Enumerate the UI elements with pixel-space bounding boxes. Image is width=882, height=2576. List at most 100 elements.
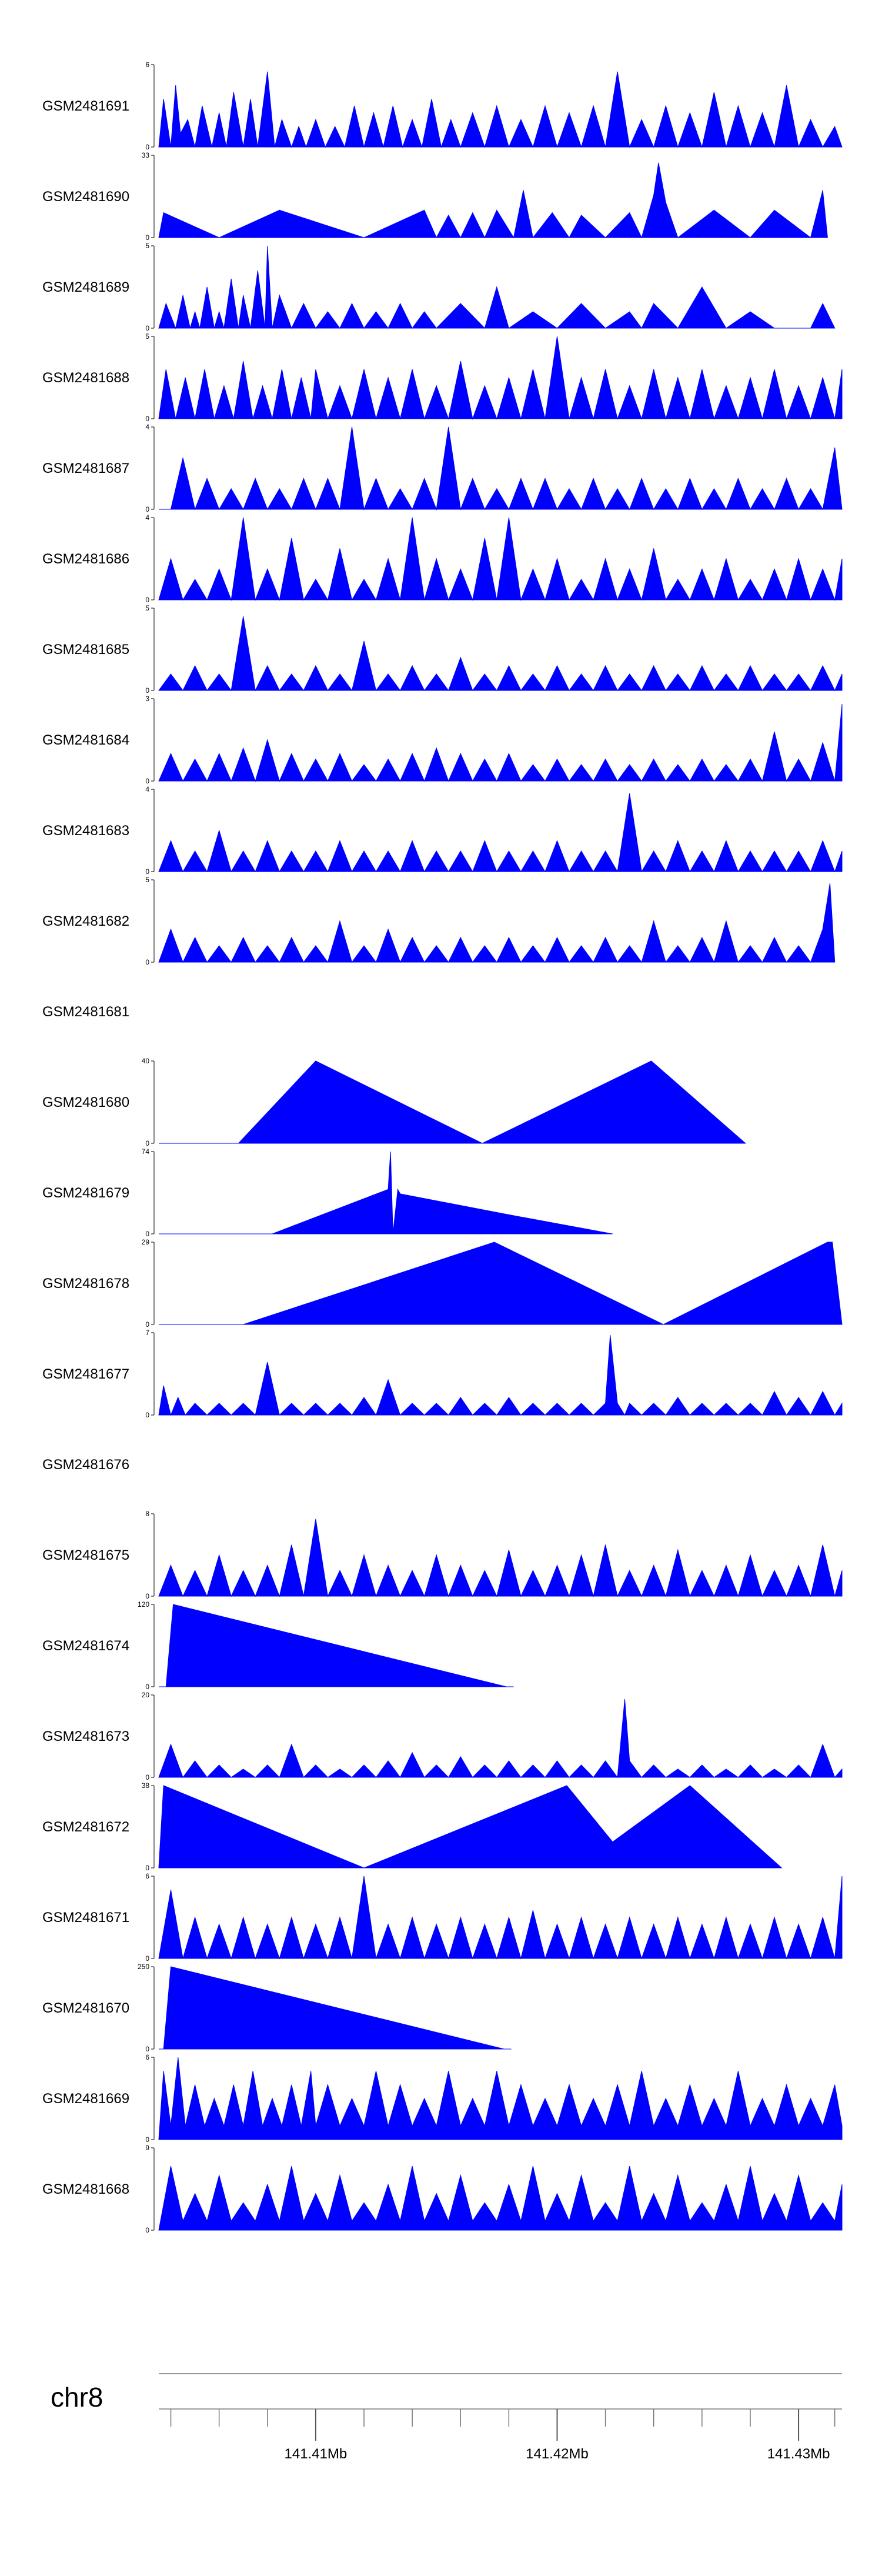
track-label: GSM2481690 [42,189,129,205]
y-tick-label-zero: 0 [145,1592,149,1600]
y-tick-label-max: 3 [145,695,149,703]
coverage-area [158,1785,783,1868]
y-tick-label-max: 38 [142,1781,150,1790]
track-GSM2481681: GSM2481681 [42,1004,129,1020]
track-label: GSM2481674 [42,1638,129,1654]
track-label: GSM2481687 [42,461,129,476]
y-tick-label-zero: 0 [145,2226,149,2234]
coverage-area [158,162,828,239]
track-GSM2481685: GSM2481685 5 0 [42,604,843,695]
track-label: GSM2481672 [42,1819,129,1835]
coverage-area [158,1334,843,1416]
track-GSM2481680: GSM2481680 40 0 [42,1057,747,1147]
y-tick-label-zero: 0 [145,686,149,695]
coverage-area [158,1699,843,1778]
track-GSM2481691: GSM2481691 6 0 [42,61,843,151]
track-GSM2481686: GSM2481686 4 0 [42,513,843,604]
track-GSM2481677: GSM2481677 7 0 [42,1329,843,1419]
y-tick-label-max: 5 [145,332,149,341]
track-label: GSM2481676 [42,1457,129,1473]
y-tick-label-zero: 0 [145,1773,149,1781]
coverage-area [159,426,843,510]
coverage-area [159,1604,514,1687]
track-label: GSM2481683 [42,823,129,839]
coverage-area [158,71,843,148]
y-tick-label-max: 5 [145,876,149,884]
coverage-area [158,704,843,782]
major-tick-label: 141.42Mb [526,2446,589,2462]
y-tick-label-max: 4 [145,423,149,431]
y-tick-label-zero: 0 [145,233,149,242]
track-label: GSM2481671 [42,1910,129,1926]
coverage-area [158,1876,843,1960]
track-label: GSM2481681 [42,1004,129,1020]
y-tick-label-zero: 0 [145,596,149,604]
y-tick-label-max: 40 [142,1057,150,1065]
track-GSM2481689: GSM2481689 5 0 [42,242,836,332]
track-label: GSM2481678 [42,1276,129,1292]
track-label: GSM2481679 [42,1185,129,1201]
y-tick-label-max: 4 [145,513,149,522]
y-tick-label-max: 33 [142,151,150,159]
coverage-area [158,2165,843,2231]
y-tick-label-zero: 0 [145,505,149,513]
track-GSM2481684: GSM2481684 3 0 [42,695,843,785]
coverage-area [158,517,843,601]
y-tick-label-zero: 0 [145,1864,149,1872]
chromosome-label: chr8 [51,2382,103,2413]
coverage-area [158,616,843,692]
track-GSM2481675: GSM2481675 8 0 [42,1510,843,1600]
y-tick-label-zero: 0 [145,1230,149,1238]
track-label: GSM2481689 [42,279,129,295]
track-GSM2481673: GSM2481673 20 0 [42,1691,843,1781]
y-tick-label-zero: 0 [145,777,149,785]
coverage-area [158,336,843,420]
coverage-area [158,2057,843,2140]
y-tick-label-max: 74 [142,1147,150,1156]
track-label: GSM2481670 [42,2000,129,2016]
track-GSM2481674: GSM2481674 120 0 [42,1600,514,1691]
track-label: GSM2481680 [42,1095,129,1110]
track-label: GSM2481677 [42,1366,129,1382]
track-GSM2481672: GSM2481672 38 0 [42,1781,783,1872]
track-GSM2481687: GSM2481687 4 0 [42,423,843,513]
y-tick-label-zero: 0 [145,1411,149,1419]
y-tick-label-max: 29 [142,1238,150,1246]
track-GSM2481679: GSM2481679 74 0 [42,1147,613,1238]
track-label: GSM2481673 [42,1729,129,1744]
track-label: GSM2481669 [42,2091,129,2107]
y-tick-label-zero: 0 [145,1320,149,1329]
y-tick-label-max: 4 [145,785,149,793]
y-tick-label-zero: 0 [145,958,149,966]
y-tick-label-max: 7 [145,1329,149,1337]
y-tick-label-max: 6 [145,1872,149,1880]
major-tick-label: 141.41Mb [285,2446,348,2462]
coverage-area [159,1966,512,2050]
track-label: GSM2481685 [42,642,129,658]
coverage-area [158,793,843,873]
y-tick-label-zero: 0 [145,1954,149,1963]
y-tick-label-max: 5 [145,604,149,612]
coverage-area [159,1242,843,1325]
major-tick-label: 141.43Mb [767,2446,830,2462]
track-label: GSM2481684 [42,732,129,748]
tracks-layer: GSM248169160GSM2481690330GSM248168950GSM… [42,61,843,2234]
track-label: GSM2481675 [42,1547,129,1563]
track-GSM2481676: GSM2481676 [42,1457,129,1473]
track-GSM2481683: GSM2481683 4 0 [42,785,843,876]
y-tick-label-zero: 0 [145,2045,149,2053]
track-GSM2481668: GSM2481668 9 0 [42,2144,843,2234]
y-tick-label-max: 250 [138,1963,149,1971]
y-tick-label-zero: 0 [145,2135,149,2144]
y-tick-label-max: 9 [145,2144,149,2152]
y-tick-label-max: 20 [142,1691,150,1699]
coverage-area [158,1519,843,1597]
coverage-area [158,883,836,963]
track-GSM2481682: GSM2481682 5 0 [42,876,836,966]
y-tick-label-max: 120 [138,1600,149,1609]
y-tick-label-zero: 0 [145,1139,149,1147]
y-tick-label-max: 6 [145,2053,149,2061]
y-tick-label-zero: 0 [145,415,149,423]
track-GSM2481670: GSM2481670 250 0 [42,1963,512,2053]
